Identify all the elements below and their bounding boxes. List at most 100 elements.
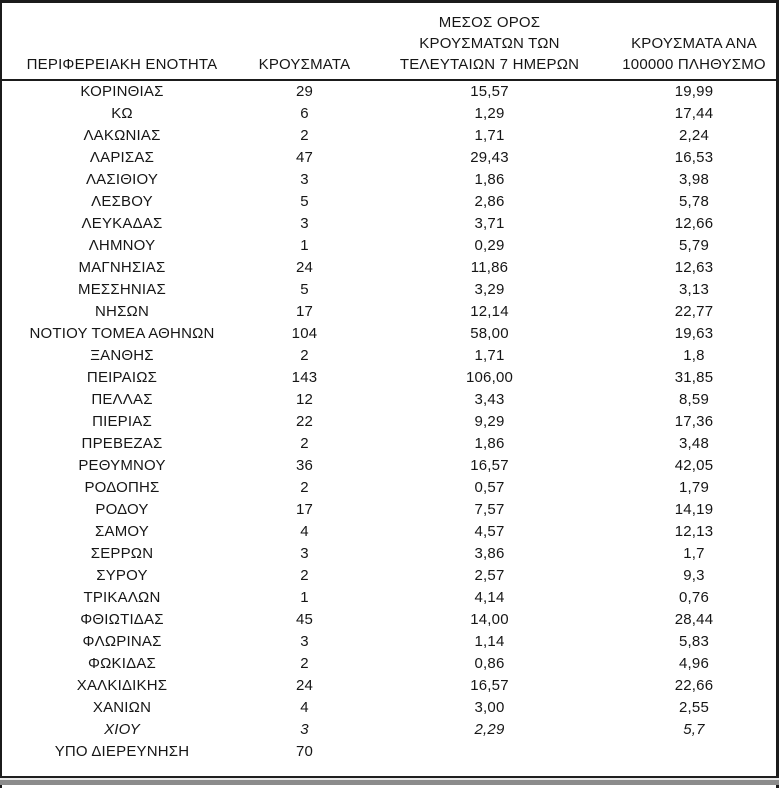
cases-cell: 45 [295,611,314,628]
region-cell: ΠΡΕΒΕΖΑΣ [81,435,163,452]
per100k-cell: 3,48 [679,435,709,452]
avg7-cell: 7,57 [474,501,505,518]
header-row: ΠΕΡΙΦΕΡΕΙΑΚΗ ΕΝΟΤΗΤΑ ΚΡΟΥΣΜΑΤΑ ΜΕΣΟΣ ΟΡΟ… [2,3,776,81]
region-cell: ΚΟΡΙΝΘΙΑΣ [80,83,164,100]
cases-cell: 24 [295,677,314,694]
region-cell: ΥΠΟ ΔΙΕΡΕΥΝΗΣΗ [54,743,190,760]
avg7-cell: 2,29 [474,721,505,738]
region-cell: ΣΥΡΟΥ [96,567,148,584]
table-row: ΚΟΡΙΝΘΙΑΣ 29 15,57 19,99 [2,80,776,103]
per100k-cell: 17,36 [674,413,714,430]
per100k-cell: 12,13 [674,523,714,540]
region-cell: ΛΑΚΩΝΙΑΣ [83,127,161,144]
cases-cell: 12 [295,391,314,408]
table-row: ΞΑΝΘΗΣ 2 1,71 1,8 [2,345,776,367]
cases-cell: 47 [295,149,314,166]
cases-cell: 104 [291,325,318,342]
per100k-cell: 5,83 [679,633,709,650]
table-row: ΛΑΡΙΣΑΣ 47 29,43 16,53 [2,147,776,169]
avg7-cell: 12,14 [470,303,509,320]
cases-cell: 1 [300,589,309,606]
table-row: ΛΑΚΩΝΙΑΣ 2 1,71 2,24 [2,125,776,147]
avg7-cell: 14,00 [470,611,509,628]
per100k-cell: 12,63 [674,259,714,276]
avg7-cell: 4,14 [474,589,505,606]
table-row: ΛΗΜΝΟΥ 1 0,29 5,79 [2,235,776,257]
table-body: ΚΟΡΙΝΘΙΑΣ 29 15,57 19,99 ΚΩ 6 1,29 17,44 ΛΑΚΩΝΙΑ… [2,80,776,763]
cases-cell: 2 [300,435,309,452]
avg7-cell: 58,00 [470,325,509,342]
per100k-cell: 1,79 [679,479,709,496]
per100k-cell: 31,85 [674,369,714,386]
per100k-cell: 3,98 [679,171,709,188]
table-row: ΡΕΘΥΜΝΟΥ 36 16,57 42,05 [2,455,776,477]
region-cell: ΝΗΣΩΝ [95,303,149,320]
region-cell: ΦΘΙΩΤΙΔΑΣ [80,611,164,628]
avg7-cell: 1,71 [474,127,505,144]
cases-cell: 3 [300,721,309,738]
avg7-cell: 3,86 [474,545,505,562]
table-row: ΦΘΙΩΤΙΔΑΣ 45 14,00 28,44 [2,609,776,631]
cases-cell: 2 [300,567,309,584]
cases-cell: 2 [300,479,309,496]
table-row: ΝΟΤΙΟΥ ΤΟΜΕΑ ΑΘΗΝΩΝ 104 58,00 19,63 [2,323,776,345]
cases-cell: 3 [300,215,309,232]
bottom-border-light-line [0,778,779,780]
avg7-cell: 29,43 [470,149,509,166]
table-row: ΜΕΣΣΗΝΙΑΣ 5 3,29 3,13 [2,279,776,301]
region-cell: ΞΑΝΘΗΣ [90,347,154,364]
region-cell: ΦΩΚΙΔΑΣ [87,655,157,672]
region-cell: ΧΙΟΥ [104,721,140,738]
per100k-cell: 14,19 [674,501,714,518]
per100k-cell: 9,3 [683,567,705,584]
table-header: ΠΕΡΙΦΕΡΕΙΑΚΗ ΕΝΟΤΗΤΑ ΚΡΟΥΣΜΑΤΑ ΜΕΣΟΣ ΟΡΟ… [2,3,776,81]
per100k-cell: 0,76 [679,589,709,606]
cases-cell: 36 [295,457,314,474]
avg7-cell: 0,29 [474,237,505,254]
cases-cell: 143 [291,369,318,386]
cases-cell: 6 [300,105,309,122]
per100k-cell: 42,05 [674,457,714,474]
header-region: ΠΕΡΙΦΕΡΕΙΑΚΗ ΕΝΟΤΗΤΑ [2,3,242,81]
avg7-cell: 2,57 [474,567,505,584]
region-cell: ΧΑΝΙΩΝ [92,699,152,716]
per100k-cell: 17,44 [674,105,714,122]
table-row: ΧΑΛΚΙΔΙΚΗΣ 24 16,57 22,66 [2,675,776,697]
table-row: ΛΕΣΒΟΥ 5 2,86 5,78 [2,191,776,213]
per100k-cell: 4,96 [679,655,709,672]
cases-cell: 22 [295,413,314,430]
bottom-border-dark-line [0,776,779,778]
table-row: ΠΡΕΒΕΖΑΣ 2 1,86 3,48 [2,433,776,455]
avg7-cell: 11,86 [470,259,509,276]
cases-cell: 24 [295,259,314,276]
region-cell: ΛΑΡΙΣΑΣ [89,149,155,166]
avg7-cell: 1,71 [474,347,505,364]
region-cell: ΝΟΤΙΟΥ ΤΟΜΕΑ ΑΘΗΝΩΝ [29,325,215,342]
per100k-cell: 8,59 [679,391,709,408]
region-cell: ΤΡΙΚΑΛΩΝ [83,589,161,606]
table-row: ΣΥΡΟΥ 2 2,57 9,3 [2,565,776,587]
cases-cell: 3 [300,545,309,562]
region-cell: ΡΟΔΟΥ [95,501,149,518]
per100k-cell: 2,55 [679,699,709,716]
header-per100k: ΚΡΟΥΣΜΑΤΑ ΑΝΑ 100000 ΠΛΗΘΥΣΜΟ [612,3,776,81]
region-cell: ΠΙΕΡΙΑΣ [92,413,152,430]
region-cell: ΜΕΣΣΗΝΙΑΣ [78,281,166,298]
per100k-cell: 5,7 [683,721,705,738]
region-cell: ΡΟΔΟΠΗΣ [84,479,160,496]
cases-cell: 1 [300,237,309,254]
region-cell: ΠΕΙΡΑΙΩΣ [86,369,158,386]
table-row: ΜΑΓΝΗΣΙΑΣ 24 11,86 12,63 [2,257,776,279]
avg7-cell: 3,29 [474,281,505,298]
cases-cell: 4 [300,523,309,540]
avg7-cell: 3,71 [474,215,505,232]
avg7-cell: 0,57 [474,479,505,496]
table-row: ΠΕΛΛΑΣ 12 3,43 8,59 [2,389,776,411]
region-cell: ΧΑΛΚΙΔΙΚΗΣ [76,677,168,694]
table-row: ΛΕΥΚΑΔΑΣ 3 3,71 12,66 [2,213,776,235]
per100k-cell [612,741,776,763]
cases-cell: 4 [300,699,309,716]
region-cell: ΛΕΥΚΑΔΑΣ [81,215,163,232]
table-row: ΧΑΝΙΩΝ 4 3,00 2,55 [2,697,776,719]
per100k-cell: 5,79 [679,237,709,254]
